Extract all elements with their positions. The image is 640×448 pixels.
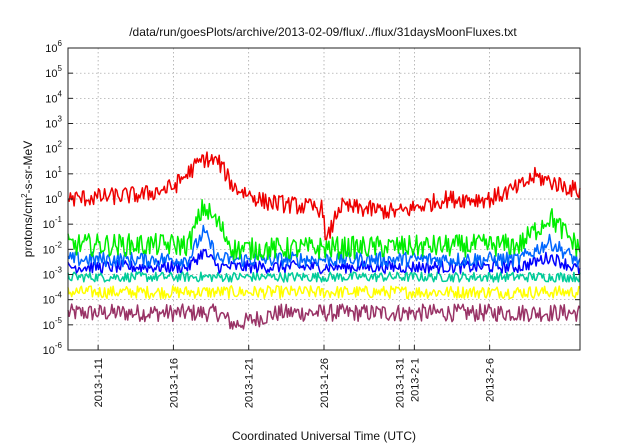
y-tick-label: 10-6 [43,341,63,357]
x-tick-label: 2013-1-21 [244,358,256,408]
y-tick-exponent: 1 [58,165,63,174]
x-axis: 2013-1-11 2013-1-16 2013-1-21 2013-1-26 2013… [93,345,497,408]
y-tick-base: 10 [43,244,55,256]
x-tick-label: 2013-1-16 [168,358,180,408]
y-tick-label: 10-3 [43,266,63,282]
y-tick-exponent: -4 [55,291,63,300]
y-tick-base: 10 [45,169,57,181]
series-line [67,285,581,300]
y-tick-label: 100 [45,190,62,206]
y-tick-exponent: -2 [55,240,63,249]
y-tick-label: 106 [45,39,62,55]
y-tick-base: 10 [43,270,55,282]
y-tick-exponent: 4 [58,89,63,98]
y-tick-base: 10 [43,345,55,357]
y-tick-base: 10 [45,119,57,131]
y-tick-exponent: -6 [55,341,63,350]
y-tick-base: 10 [45,194,57,206]
series-line [67,303,581,330]
x-tick-label: 2013-1-31 [394,358,406,408]
series-group [67,151,581,330]
y-tick-base: 10 [45,93,57,105]
y-tick-exponent: 3 [58,115,63,124]
y-tick-label: 10-1 [43,215,63,231]
y-axis-label-sup: 2 [20,193,29,198]
y-tick-label: 105 [45,64,62,80]
series-line [67,224,581,268]
x-axis-label: Coordinated Universal Time (UTC) [232,429,416,443]
y-tick-label: 10-4 [43,291,63,307]
x-tick-label: 2013-2-6 [485,358,497,402]
y-axis-label: protons/cm2-s-sr-MeV [20,141,35,257]
y-tick-exponent: -1 [55,215,63,224]
y-tick-exponent: 6 [58,39,63,48]
y-tick-base: 10 [45,43,57,55]
x-tick-label: 2013-1-11 [93,358,105,407]
chart-title: /data/run/goesPlots/archive/2013-02-09/f… [129,25,517,39]
y-tick-label: 10-5 [43,316,63,332]
y-tick-label: 101 [45,165,62,181]
y-tick-base: 10 [43,320,55,332]
series-line [67,151,581,241]
y-tick-label: 10-2 [43,240,63,256]
y-axis-label-main: protons/cm [21,198,35,257]
y-tick-label: 102 [45,140,62,156]
y-tick-exponent: 5 [58,64,63,73]
series-line [67,271,581,283]
y-tick-base: 10 [45,68,57,80]
y-tick-base: 10 [43,219,55,231]
y-tick-base: 10 [43,295,55,307]
x-tick-label: 2013-1-26 [319,358,331,408]
y-tick-exponent: 2 [58,140,63,149]
y-tick-exponent: 0 [58,190,63,199]
y-axis: 10-610-510-410-310-210-11001011021031041… [43,39,580,357]
x-tick-label: 2013-2-1 [409,358,421,402]
y-tick-base: 10 [45,144,57,156]
y-axis-label-rest: -s-sr-MeV [21,141,35,194]
y-tick-label: 104 [45,89,62,105]
y-tick-exponent: -3 [55,266,63,275]
series-line [67,199,581,261]
y-tick-label: 103 [45,115,62,131]
y-tick-exponent: -5 [55,316,63,325]
